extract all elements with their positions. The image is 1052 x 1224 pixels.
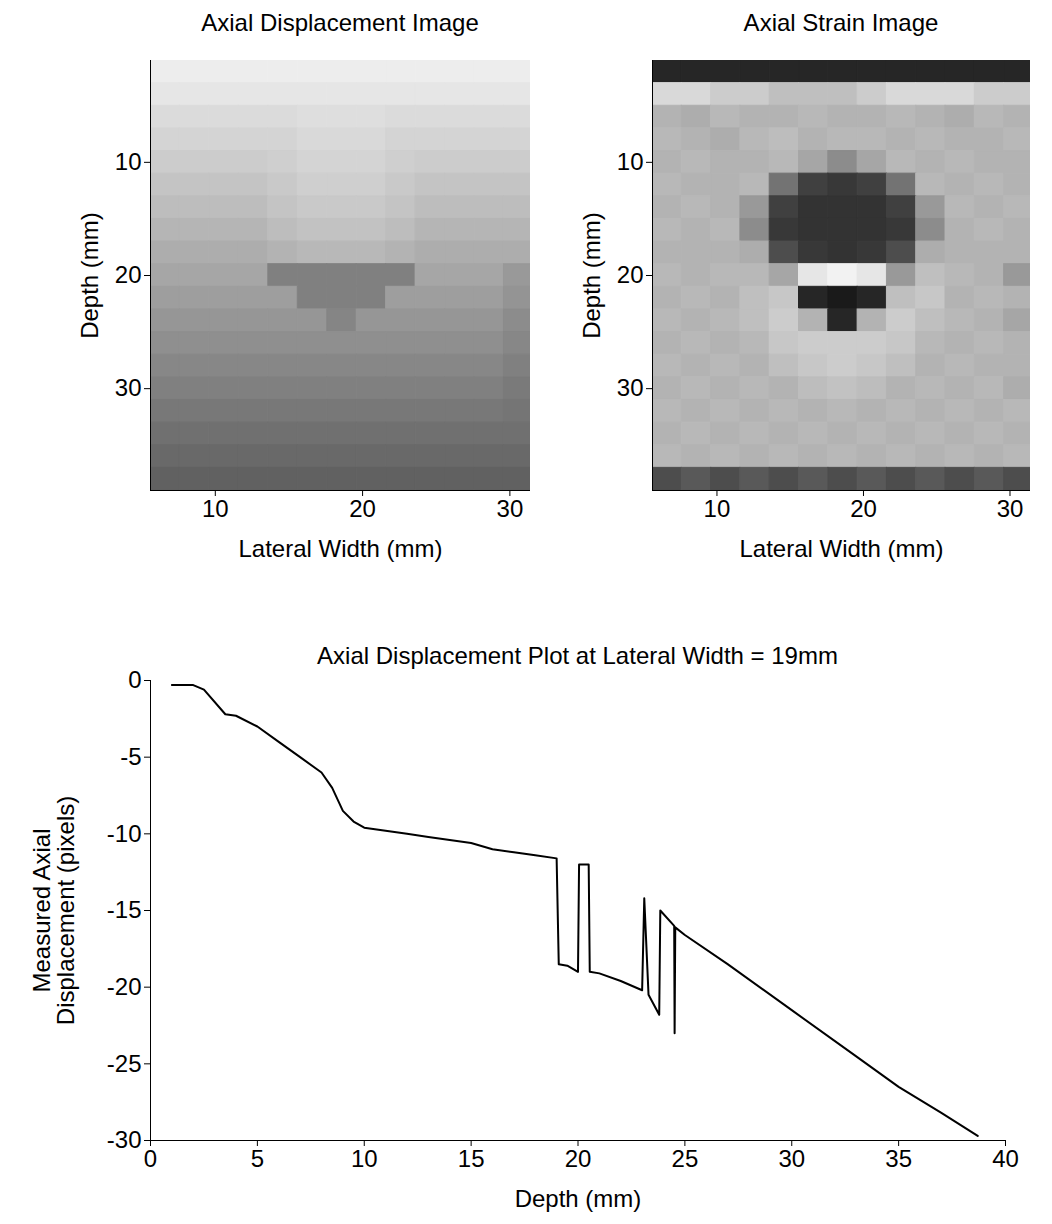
svg-text:10: 10	[115, 148, 142, 175]
svg-text:20: 20	[850, 495, 877, 522]
svg-text:Depth (mm): Depth (mm)	[76, 212, 103, 339]
html-text:Axial Displacement Plot at Lat: Axial Displacement Plot at Lateral Width…	[317, 642, 838, 669]
html-text:Axial Strain Image: Axial Strain Image	[743, 9, 939, 36]
svg-text:20: 20	[565, 1145, 592, 1172]
svg-text:10: 10	[704, 495, 731, 522]
svg-text:20: 20	[617, 261, 644, 288]
svg-text:20: 20	[349, 495, 376, 522]
svg-text:Measured AxialDisplacement (pi: Measured AxialDisplacement (pixels)	[28, 796, 79, 1025]
svg-text:0: 0	[144, 1145, 157, 1172]
svg-text:-5: -5	[120, 743, 141, 770]
svg-text:30: 30	[997, 495, 1024, 522]
svg-text:Depth (mm): Depth (mm)	[578, 212, 605, 339]
svg-text:30: 30	[617, 374, 644, 401]
svg-text:40: 40	[992, 1145, 1019, 1172]
svg-text:25: 25	[672, 1145, 699, 1172]
svg-text:10: 10	[202, 495, 229, 522]
svg-text:-20: -20	[107, 973, 142, 1000]
svg-text:30: 30	[778, 1145, 805, 1172]
svg-text:-10: -10	[107, 820, 142, 847]
svg-text:20: 20	[115, 261, 142, 288]
svg-text:-15: -15	[107, 896, 142, 923]
svg-text:Lateral Width (mm): Lateral Width (mm)	[238, 535, 442, 562]
svg-text:10: 10	[617, 148, 644, 175]
svg-text:10: 10	[351, 1145, 378, 1172]
svg-text:Lateral Width (mm): Lateral Width (mm)	[739, 535, 943, 562]
svg-text:-25: -25	[107, 1050, 142, 1077]
svg-text:30: 30	[497, 495, 524, 522]
svg-text:15: 15	[458, 1145, 485, 1172]
svg-text:5: 5	[251, 1145, 264, 1172]
svg-text:-30: -30	[107, 1126, 142, 1153]
svg-text:Depth (mm): Depth (mm)	[515, 1185, 642, 1212]
svg-text:30: 30	[115, 374, 142, 401]
html-text:Axial Displacement Image: Axial Displacement Image	[201, 9, 479, 36]
svg-text:0: 0	[128, 666, 141, 693]
svg-text:35: 35	[885, 1145, 912, 1172]
